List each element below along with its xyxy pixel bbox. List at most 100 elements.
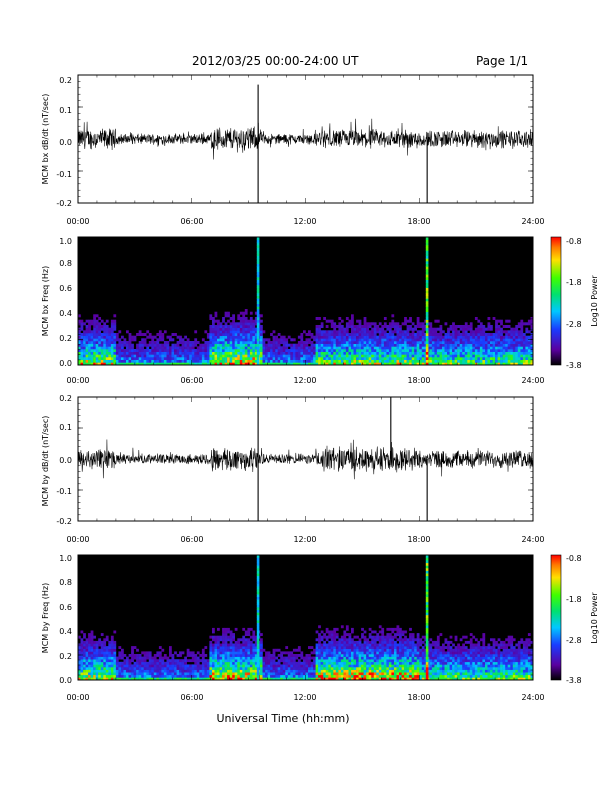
spectrogram-cell bbox=[517, 335, 521, 339]
spectrogram-cell bbox=[227, 672, 230, 676]
spectrogram-cell bbox=[90, 343, 94, 347]
broadband-cell bbox=[256, 263, 260, 267]
spectrogram-cell bbox=[500, 346, 503, 350]
spectrogram-cell bbox=[404, 346, 407, 350]
spectrogram-cell bbox=[363, 648, 367, 652]
spectrogram-cell bbox=[517, 346, 521, 350]
spectrogram-cell bbox=[330, 661, 334, 665]
spectrogram-cell bbox=[368, 627, 372, 631]
spectrogram-cell bbox=[381, 656, 385, 660]
spectrogram-cell bbox=[436, 341, 440, 344]
spectrogram-cell bbox=[497, 330, 501, 334]
spectrogram-cell bbox=[171, 656, 175, 660]
spectrogram-cell bbox=[371, 659, 374, 663]
spectrogram-cell bbox=[452, 349, 455, 352]
spectrogram-cell bbox=[353, 330, 357, 334]
spectrogram-cell bbox=[85, 677, 89, 681]
broadband-cell bbox=[256, 341, 260, 344]
spectrogram-cell bbox=[419, 351, 423, 355]
spectrogram-cell bbox=[292, 362, 296, 366]
spectrogram-cell bbox=[196, 354, 200, 358]
spectrogram-cell bbox=[320, 333, 324, 336]
spectrogram-cell bbox=[325, 672, 329, 676]
broadband-cell bbox=[425, 359, 429, 363]
spectrogram-cell bbox=[93, 333, 96, 336]
spectrogram-cell bbox=[78, 674, 81, 678]
spectrogram-cell bbox=[229, 643, 233, 647]
broadband-cell bbox=[256, 250, 260, 254]
spectrogram-cell bbox=[383, 343, 387, 347]
spectrogram-cell bbox=[340, 625, 344, 629]
spectrogram-cell bbox=[343, 643, 347, 647]
ytick-label: 0.2 bbox=[59, 76, 72, 85]
spectrogram-cell bbox=[391, 656, 395, 660]
spectrogram-cell bbox=[227, 661, 230, 665]
spectrogram-cell bbox=[525, 349, 529, 352]
spectrogram-cell bbox=[510, 354, 514, 358]
spectrogram-cell bbox=[209, 669, 213, 673]
spectrogram-cell bbox=[325, 359, 329, 363]
spectrogram-cell bbox=[196, 341, 200, 344]
spectrogram-cell bbox=[252, 341, 256, 344]
spectrogram-cell bbox=[247, 659, 251, 663]
spectrogram-cell bbox=[78, 654, 81, 657]
spectrogram-cell bbox=[222, 351, 225, 355]
spectrogram-cell bbox=[376, 654, 380, 657]
spectrogram-cell bbox=[479, 335, 483, 339]
spectrogram-cell bbox=[126, 667, 129, 670]
spectrogram-cell bbox=[98, 654, 101, 657]
spectrogram-cell bbox=[290, 654, 294, 657]
spectrogram-cell bbox=[181, 667, 185, 670]
spectrogram-cell bbox=[214, 343, 218, 347]
spectrogram-cell bbox=[146, 362, 150, 366]
spectrogram-cell bbox=[371, 654, 374, 657]
spectrogram-cell bbox=[308, 656, 311, 660]
spectrogram-cell bbox=[353, 351, 357, 355]
spectrogram-cell bbox=[406, 677, 410, 681]
spectrogram-cell bbox=[227, 646, 230, 649]
spectrogram-cell bbox=[353, 654, 357, 657]
spectrogram-cell bbox=[330, 359, 334, 363]
spectrogram-cell bbox=[191, 674, 195, 678]
spectrogram-cell bbox=[356, 357, 359, 360]
spectrogram-cell bbox=[366, 335, 369, 339]
spectrogram-cell bbox=[414, 362, 417, 366]
spectrogram-cell bbox=[419, 341, 423, 344]
spectrogram-cell bbox=[507, 362, 511, 366]
spectrogram-cell bbox=[93, 672, 96, 676]
spectrogram-cell bbox=[232, 357, 235, 360]
spectrogram-cell bbox=[333, 335, 337, 339]
spectrogram-cell bbox=[320, 630, 324, 634]
spectrogram-cell bbox=[126, 674, 129, 678]
spectrogram-cell bbox=[366, 357, 369, 360]
spectrogram-cell bbox=[386, 674, 390, 678]
spectrogram-cell bbox=[376, 351, 380, 355]
spectrogram-cell bbox=[272, 677, 276, 681]
spectrogram-cell bbox=[487, 327, 491, 331]
spectrogram-cell bbox=[95, 322, 99, 326]
spectrogram-cell bbox=[98, 643, 101, 647]
spectrogram-cell bbox=[424, 327, 428, 331]
spectrogram-cell bbox=[520, 327, 524, 331]
spectrogram-cell bbox=[325, 341, 329, 344]
spectrogram-cell bbox=[487, 322, 491, 326]
spectrogram-cell bbox=[399, 659, 402, 663]
spectrogram-cell bbox=[249, 333, 253, 336]
spectrogram-cell bbox=[429, 669, 433, 673]
spectrogram-cell bbox=[239, 357, 243, 360]
spectrogram-cell bbox=[348, 672, 352, 676]
spectrogram-cell bbox=[386, 638, 390, 642]
spectrogram-cell bbox=[146, 343, 150, 347]
spectrogram-cell bbox=[368, 640, 372, 644]
spectrogram-cell bbox=[151, 343, 155, 347]
spectrogram-cell bbox=[287, 359, 291, 363]
spectrogram-cell bbox=[229, 646, 233, 649]
spectrogram-cell bbox=[388, 633, 392, 636]
spectrogram-cell bbox=[338, 338, 342, 342]
spectrogram-cell bbox=[424, 659, 428, 663]
spectrogram-cell bbox=[353, 646, 357, 649]
spectrogram-cell bbox=[320, 648, 324, 652]
spectrogram-cell bbox=[176, 354, 180, 358]
spectrogram-cell bbox=[378, 672, 382, 676]
spectrogram-cell bbox=[90, 357, 94, 360]
